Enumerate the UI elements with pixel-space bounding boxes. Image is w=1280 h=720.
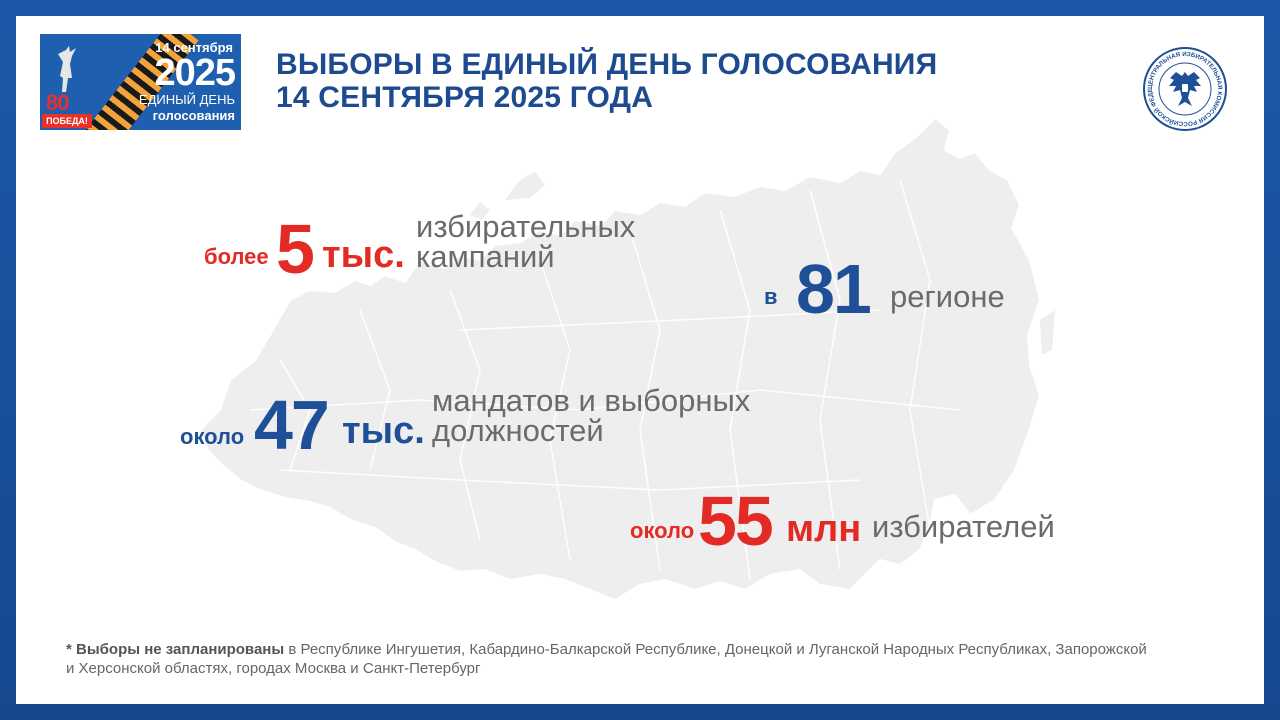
- stat-campaigns-desc: избирательных кампаний: [416, 209, 636, 274]
- footnote-text1: в Республике Ингушетия, Кабардино-Балкар…: [284, 641, 1147, 658]
- stat-mandates-desc: мандатов и выборных должностей: [432, 383, 751, 448]
- stat-mandates-unit: тыс.: [342, 410, 425, 452]
- double-headed-eagle-icon: [1169, 72, 1201, 106]
- stat-voters-unit: млн: [786, 508, 862, 550]
- stat-mandates-prefix: около: [180, 424, 245, 449]
- russia-map-outline: [198, 116, 1042, 602]
- stat-regions-prefix: в: [764, 284, 778, 309]
- stat-campaigns-desc-line1: избирательных: [416, 209, 636, 244]
- stat-regions-number: 81: [796, 250, 872, 328]
- logo-line1: ЕДИНЫЙ ДЕНЬ: [138, 92, 235, 107]
- title-line1: ВЫБОРЫ В ЕДИНЫЙ ДЕНЬ ГОЛОСОВАНИЯ: [276, 48, 938, 81]
- logo-eighty: 80: [46, 90, 70, 115]
- footnote-line1: * Выборы не запланированы в Республике И…: [66, 640, 1186, 659]
- footnote-bold: * Выборы не запланированы: [66, 641, 285, 658]
- footnote-line2: и Херсонской областях, городах Москва и …: [66, 660, 481, 677]
- election-day-logo: 14 сентября 2025 ЕДИНЫЙ ДЕНЬ голосования…: [40, 34, 241, 130]
- logo-year: 2025: [154, 52, 236, 94]
- logo-date: 14 сентября: [155, 40, 233, 55]
- stat-campaigns-prefix: более: [204, 244, 269, 269]
- stat-mandates-desc-line1: мандатов и выборных: [432, 383, 751, 418]
- stat-campaigns-unit: тыс.: [322, 234, 405, 276]
- stat-regions-desc: регионе: [890, 279, 1005, 314]
- logo-line2: голосования: [152, 108, 235, 123]
- stat-voters-prefix: около: [630, 518, 695, 543]
- region-borders: [249, 179, 961, 581]
- stat-mandates-desc-line2: должностей: [432, 413, 604, 448]
- motherland-statue-icon: [58, 46, 76, 92]
- page-title: ВЫБОРЫ В ЕДИНЫЙ ДЕНЬ ГОЛОСОВАНИЯ 14 СЕНТ…: [276, 48, 937, 114]
- map-islands: [470, 172, 1055, 355]
- stat-voters-desc: избирателей: [872, 509, 1055, 544]
- logo-pobeda: ПОБЕДА!: [42, 114, 92, 128]
- stat-campaigns-desc-line2: кампаний: [416, 239, 555, 274]
- cik-emblem-icon: ЦЕНТРАЛЬНАЯ ИЗБИРАТЕЛЬНАЯ КОМИССИЯ РОССИ…: [1142, 46, 1227, 131]
- footnote: * Выборы не запланированы в Республике И…: [66, 640, 1186, 678]
- stat-mandates-number: 47: [254, 386, 330, 464]
- russia-map: [198, 116, 1055, 602]
- stat-campaigns-number: 5: [276, 210, 315, 288]
- title-line2: 14 СЕНТЯБРЯ 2025 ГОДА: [276, 81, 654, 114]
- stat-voters-number: 55: [698, 482, 774, 560]
